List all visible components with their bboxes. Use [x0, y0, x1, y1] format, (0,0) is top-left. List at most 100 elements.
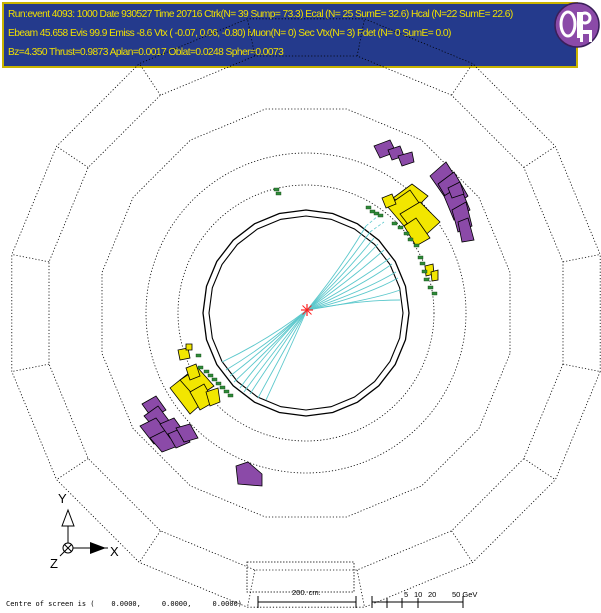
detector-hit: [427, 285, 434, 290]
energy-scale-label-50: 50 GeV: [452, 590, 478, 599]
ecal-outer-outline: [145, 152, 467, 474]
detector-hit: [391, 221, 398, 226]
detector-hit: [421, 269, 428, 274]
detector-hit: [397, 225, 404, 230]
track: [229, 309, 308, 377]
muon-hits: [195, 187, 438, 398]
detector-hit: [413, 243, 420, 248]
detector-hit: [223, 389, 230, 394]
ecal-block: [189, 383, 215, 411]
ecal-block: [392, 183, 429, 213]
chamber-divider: [562, 254, 601, 263]
energy-scale-label-10: 10: [414, 590, 423, 599]
hcal-tower: [141, 395, 167, 419]
chamber-divider: [11, 363, 50, 372]
hcal-tower: [167, 427, 191, 449]
hcal-tower: [397, 151, 415, 167]
track: [306, 263, 393, 311]
chamber-divider: [523, 458, 556, 481]
detector-hit: [423, 277, 430, 282]
chamber-divider: [523, 145, 556, 168]
length-scale-label: 200. cm.: [292, 588, 321, 597]
chamber-divider: [56, 458, 89, 481]
detector-hit: [365, 205, 372, 210]
detector-hit: [377, 213, 384, 218]
ecal-block: [430, 269, 439, 282]
charged-tracks: [221, 215, 401, 401]
hcal-tower: [143, 405, 171, 431]
track: [243, 309, 308, 393]
ecal-block: [179, 367, 215, 399]
ecal-blocks: [169, 183, 441, 415]
jet-chamber-outer: [202, 209, 410, 417]
detector-hit: [417, 255, 424, 260]
hcal-towers: [139, 139, 475, 487]
detector-hit: [211, 377, 218, 382]
x-axis-label: X: [110, 544, 119, 559]
vertex-marker: [301, 304, 313, 316]
header-line-1: Run:event 4093: 1000 Date 930527 Time 20…: [8, 9, 513, 20]
detector-hit: [275, 191, 282, 196]
track: [306, 237, 375, 311]
hcal-tower: [149, 429, 179, 453]
detector-hit: [197, 365, 204, 370]
ecal-block: [403, 217, 431, 247]
hcal-tower: [235, 461, 263, 487]
detector-hit: [273, 187, 280, 192]
track: [221, 309, 308, 363]
track: [306, 243, 379, 311]
hcal-tower: [437, 171, 469, 209]
ecal-block: [185, 343, 193, 351]
hcal-tower: [443, 185, 471, 221]
detector-hit: [373, 211, 380, 216]
ecal-block: [169, 371, 211, 415]
axis-triad: Y Z X: [50, 491, 119, 571]
detector-hit: [219, 385, 226, 390]
header-line-2: Ebeam 45.658 Evis 99.9 Emiss -8.6 Vtx ( …: [8, 28, 451, 39]
header-line-3: Bz=4.350 Thrust=0.9873 Aplan=0.0017 Obla…: [8, 47, 284, 58]
hcal-tower: [373, 139, 397, 159]
detector-outline: [11, 18, 601, 608]
hcal-tower: [451, 201, 473, 233]
hcal-outer-outline: [48, 55, 564, 571]
detector-hit: [195, 353, 202, 358]
hcal-inner-outline: [101, 108, 511, 518]
ecal-block: [386, 189, 425, 227]
jet-chamber-inner: [208, 215, 404, 411]
chamber-divider: [138, 530, 161, 563]
hcal-tower: [447, 181, 465, 199]
hcal-tower: [175, 423, 199, 443]
hcal-tower: [429, 161, 461, 197]
detector-hit: [431, 291, 438, 296]
track: [225, 309, 308, 371]
ecal-block: [205, 387, 221, 407]
detector-hit: [407, 237, 414, 242]
track: [306, 277, 399, 311]
screen-centre-readout: Centre of screen is ( 0.0000, 0.0000, 0.…: [6, 600, 243, 608]
chamber-divider: [138, 63, 161, 96]
chamber-divider: [451, 63, 474, 96]
chamber-divider: [451, 530, 474, 563]
track: [239, 309, 308, 389]
ecal-inner-outline: [177, 184, 435, 442]
track: [306, 289, 401, 311]
track: [265, 309, 308, 401]
track: [306, 249, 385, 311]
chamber-divider: [56, 145, 89, 168]
detector-hit: [215, 381, 222, 386]
event-info-header: Run:event 4093: 1000 Date 930527 Time 20…: [2, 2, 578, 68]
z-axis-label: Z: [50, 556, 58, 571]
chamber-divider: [356, 569, 365, 608]
opal-logo-icon: [554, 2, 600, 48]
detector-hit: [403, 231, 410, 236]
energy-scale-label-5: 5: [404, 590, 409, 599]
chamber-divider: [562, 363, 601, 372]
detector-hit: [207, 373, 214, 378]
track: [306, 225, 367, 311]
hcal-tower: [387, 145, 405, 161]
track: [306, 231, 371, 311]
ecal-block: [185, 363, 201, 381]
ecal-block: [424, 263, 435, 277]
hcal-tower: [457, 217, 475, 243]
